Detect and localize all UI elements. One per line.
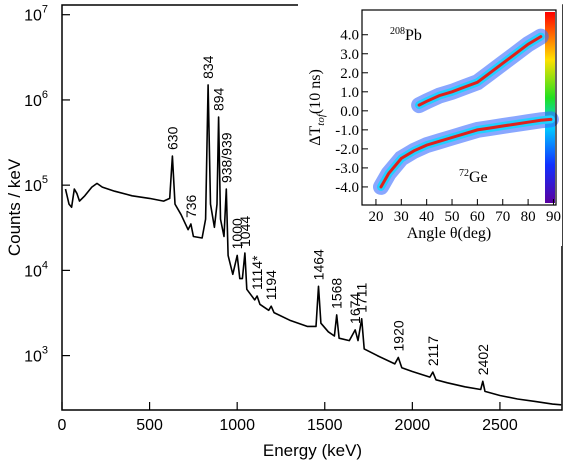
y-axis-title: Counts / keV bbox=[5, 158, 24, 256]
y-tick-label: 3.0 bbox=[340, 47, 359, 63]
y-tick-label: 1.0 bbox=[340, 85, 359, 101]
y-title-main: ΔT bbox=[307, 126, 324, 146]
spectrum-line bbox=[64, 84, 562, 406]
x-tick-label: 2000 bbox=[395, 417, 431, 434]
y-tick-label: 106 bbox=[24, 89, 48, 110]
y-tick-label: 0.0 bbox=[340, 104, 359, 120]
band-label: 72Ge bbox=[459, 168, 488, 186]
tick-exponent: 6 bbox=[42, 89, 48, 101]
tick-exponent: 4 bbox=[42, 259, 48, 271]
mass-number: 72 bbox=[459, 168, 469, 179]
y-title-unit: (10 ns) bbox=[307, 69, 324, 114]
peak-label: 1044 bbox=[237, 216, 253, 247]
tick-base: 10 bbox=[24, 93, 42, 110]
peak-label: 2117 bbox=[425, 336, 441, 366]
x-tick-label: 0 bbox=[58, 417, 67, 434]
tick-exponent: 7 bbox=[42, 4, 48, 16]
colorbar bbox=[545, 12, 555, 203]
tick-base: 10 bbox=[24, 178, 42, 195]
element: Ge bbox=[469, 169, 488, 186]
y-tick-label: -3.0 bbox=[335, 161, 359, 177]
band-ridge bbox=[417, 35, 543, 107]
y-tick-label: 104 bbox=[24, 259, 48, 280]
band-ridge bbox=[379, 117, 553, 189]
y-title-sub: tof bbox=[315, 112, 327, 126]
x-tick-label: 1000 bbox=[219, 417, 255, 434]
inset-plot: 208Pb 72Ge 20 30 40 50 60 70 80 90 -4.0 -3.0 -2.0 -1.… bbox=[298, 3, 562, 246]
peak-label: 1568 bbox=[329, 278, 345, 309]
x-tick-label: 90 bbox=[546, 209, 561, 225]
tick-base: 10 bbox=[24, 8, 42, 25]
tick-exponent: 3 bbox=[42, 345, 48, 357]
peak-label: 834 bbox=[200, 55, 216, 79]
main-plot: 0 500 1000 1500 2000 2500103104105106107Energ… bbox=[5, 4, 563, 460]
y-tick-label: -1.0 bbox=[335, 123, 359, 139]
tick-base: 10 bbox=[24, 263, 42, 280]
peak-label: 1920 bbox=[390, 320, 406, 351]
peak-label: 1711 bbox=[354, 283, 370, 313]
peak-label: 1194 bbox=[263, 270, 279, 300]
peak-label: 2402 bbox=[475, 344, 491, 375]
peak-label: 1674 bbox=[347, 293, 363, 324]
x-tick-label: 50 bbox=[445, 209, 460, 225]
x-tick-label: 1500 bbox=[307, 417, 343, 434]
peak-label: 736 bbox=[183, 194, 199, 218]
x-tick-label: 40 bbox=[419, 209, 434, 225]
peak-label: 1114* bbox=[249, 255, 265, 290]
x-tick-label: 60 bbox=[470, 209, 485, 225]
x-tick-label: 2500 bbox=[482, 417, 518, 434]
x-tick-label: 500 bbox=[136, 417, 163, 434]
element: Pb bbox=[405, 27, 422, 44]
peak-label: 630 bbox=[164, 126, 180, 150]
x-tick-label: 70 bbox=[495, 209, 510, 225]
y-tick-label: 107 bbox=[24, 4, 48, 25]
x-axis-title: Energy (keV) bbox=[263, 441, 362, 460]
y-tick-label: 103 bbox=[24, 345, 48, 366]
y-tick-label: 105 bbox=[24, 174, 48, 195]
tick-exponent: 5 bbox=[42, 174, 48, 186]
tick-base: 10 bbox=[24, 349, 42, 366]
y-axis-title: ΔTtof(10 ns) bbox=[307, 69, 327, 146]
y-tick-label: 2.0 bbox=[340, 66, 359, 82]
x-axis-title: Angle θ(deg) bbox=[407, 225, 492, 242]
y-tick-label: -4.0 bbox=[335, 180, 359, 196]
peak-label: 938/939 bbox=[218, 132, 234, 183]
mass-number: 208 bbox=[390, 26, 405, 37]
peak-label: 1464 bbox=[310, 249, 326, 280]
x-tick-label: 30 bbox=[394, 209, 409, 225]
band-label: 208Pb bbox=[390, 26, 422, 44]
x-tick-label: 20 bbox=[368, 209, 383, 225]
peak-label: 894 bbox=[211, 87, 227, 111]
x-tick-label: 80 bbox=[521, 209, 536, 225]
y-tick-label: 4.0 bbox=[340, 28, 359, 44]
inset-frame bbox=[361, 9, 557, 206]
peak-label: 1000 bbox=[229, 218, 245, 249]
y-tick-label: -2.0 bbox=[335, 142, 359, 158]
